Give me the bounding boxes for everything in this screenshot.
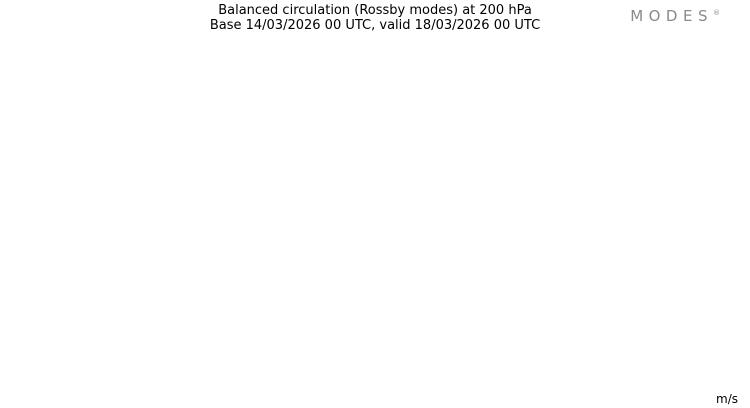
chart-subtitle: Base 14/03/2026 00 UTC, valid 18/03/2026… [209,18,541,33]
registered-mark: ® [713,9,720,17]
chart-title-block: Balanced circulation (Rossby modes) at 2… [0,3,750,33]
unit-label: m/s [716,392,738,406]
chart-title: Balanced circulation (Rossby modes) at 2… [218,3,532,18]
modes-logo: MODES® [630,7,720,25]
